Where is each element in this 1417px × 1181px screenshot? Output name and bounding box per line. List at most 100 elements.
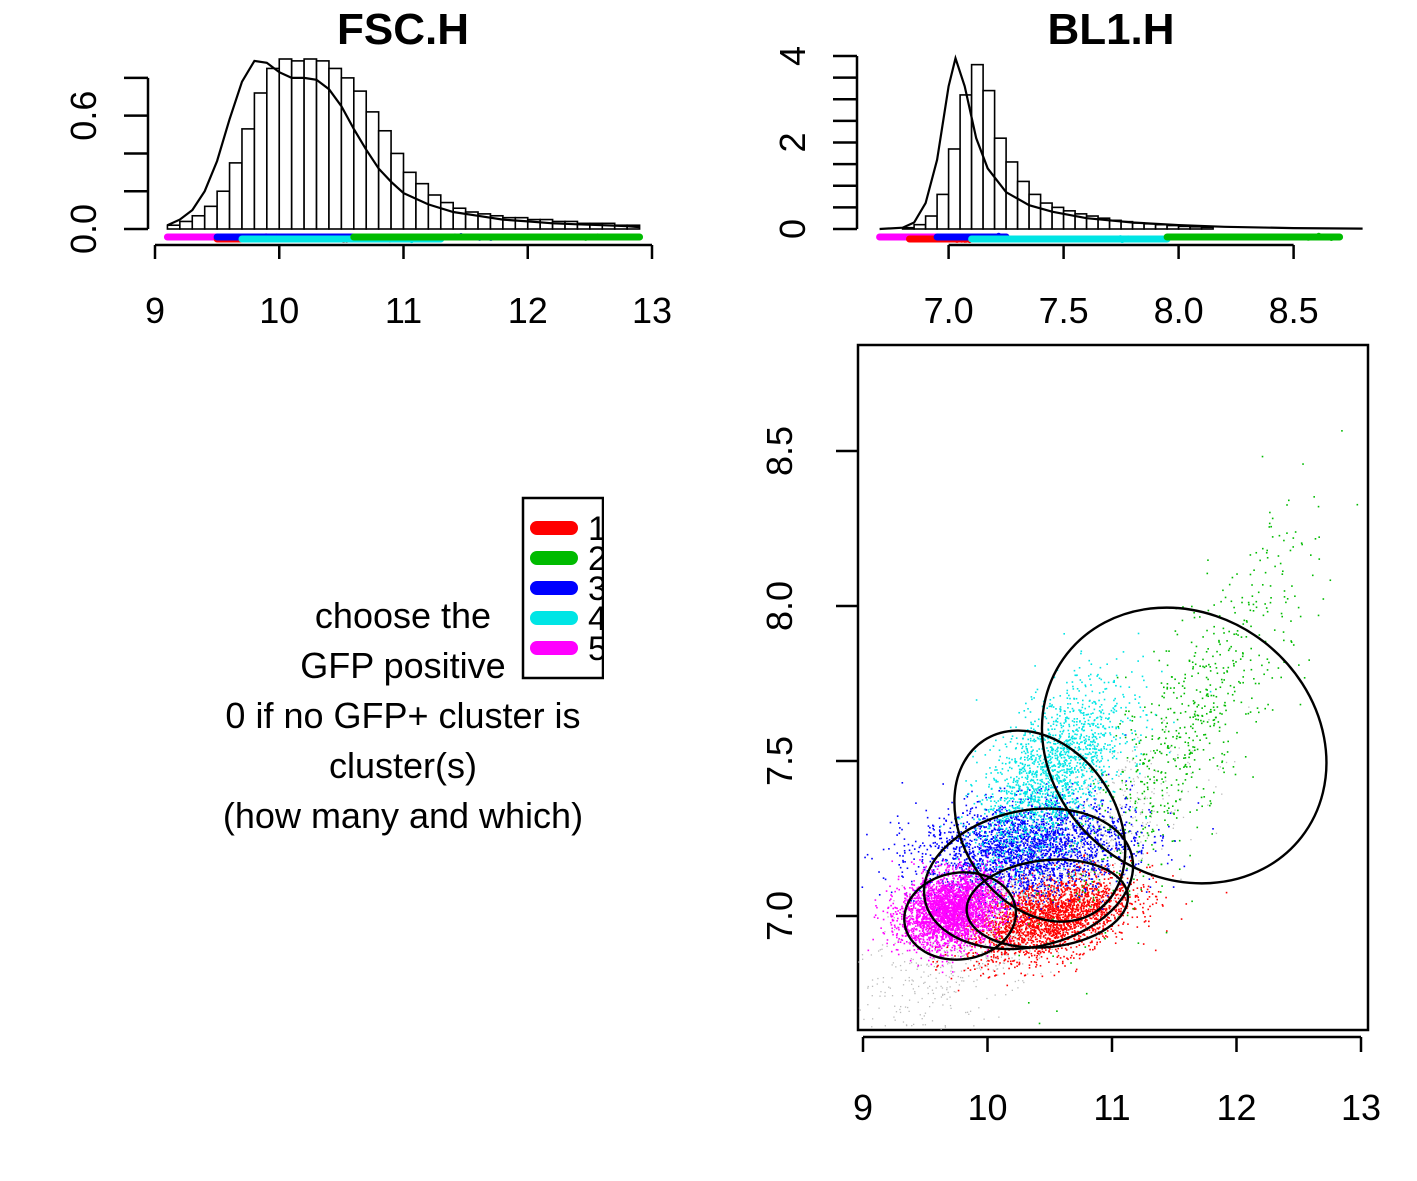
scatter-point bbox=[997, 887, 1000, 889]
scatter-point-1 bbox=[1075, 968, 1078, 971]
scatter-point-1 bbox=[996, 932, 998, 935]
scatter-point-1 bbox=[967, 938, 970, 941]
scatter-point-2 bbox=[1157, 738, 1160, 740]
scatter-point-1 bbox=[1039, 964, 1042, 967]
scatter-point-1 bbox=[1057, 954, 1060, 957]
scatter-point bbox=[877, 950, 880, 952]
scatter-point bbox=[995, 919, 997, 921]
scatter-point-1 bbox=[1037, 934, 1040, 937]
scatter-point-1 bbox=[1065, 883, 1068, 886]
scatter-point-2 bbox=[1196, 826, 1199, 829]
scatter-point-1 bbox=[1030, 886, 1033, 888]
scatter-point bbox=[1016, 882, 1018, 884]
scatter-point-2 bbox=[1142, 828, 1144, 830]
scatter-point-2 bbox=[1175, 737, 1178, 740]
scatter-point-1 bbox=[985, 914, 987, 917]
scatter-point-1 bbox=[1020, 972, 1022, 975]
scatter-point bbox=[1014, 880, 1017, 882]
scatter-point bbox=[1112, 845, 1114, 847]
scatter-point-2 bbox=[1074, 848, 1076, 851]
scatter-point bbox=[1155, 770, 1157, 772]
scatter-point-2 bbox=[1177, 783, 1180, 786]
scatter-point-1 bbox=[1077, 904, 1080, 907]
scatter-point-1 bbox=[1071, 913, 1073, 916]
scatter-point-1 bbox=[1041, 931, 1043, 934]
scatter-point-1 bbox=[1024, 915, 1027, 918]
scatter-point-1 bbox=[1019, 925, 1021, 927]
scatter-point-2 bbox=[1056, 1010, 1058, 1012]
scatter-point bbox=[1035, 925, 1037, 928]
scatter-point bbox=[1010, 870, 1012, 872]
scatter-point-1 bbox=[1061, 909, 1064, 912]
scatter-point-1 bbox=[1067, 868, 1070, 871]
scatter-point bbox=[1136, 802, 1139, 804]
scatter-point bbox=[1012, 907, 1015, 910]
scatter-point-1 bbox=[1069, 928, 1072, 930]
scatter-point bbox=[1067, 841, 1069, 843]
scatter-point-1 bbox=[1090, 917, 1093, 920]
scatter-point-1 bbox=[1009, 912, 1012, 914]
scatter-point-2 bbox=[1145, 736, 1147, 739]
scatter-point-1 bbox=[1025, 934, 1028, 937]
scatter-point-1 bbox=[1070, 898, 1073, 901]
scatter-point bbox=[893, 929, 896, 931]
scatter-point bbox=[1021, 892, 1023, 894]
scatter-point bbox=[994, 994, 996, 996]
scatter-point-1 bbox=[1100, 910, 1103, 913]
scatter-point bbox=[1058, 864, 1060, 866]
scatter-point bbox=[1002, 953, 1004, 955]
scatter-point-1 bbox=[1060, 914, 1063, 916]
scatter-point-1 bbox=[1027, 910, 1030, 913]
scatter-point bbox=[960, 970, 963, 972]
scatter-point bbox=[1133, 784, 1135, 786]
scatter-point-1 bbox=[1054, 924, 1057, 926]
scatter-point bbox=[1019, 893, 1021, 895]
scatter-point-1 bbox=[1157, 890, 1160, 893]
scatter-point-1 bbox=[1068, 904, 1070, 907]
scatter-point bbox=[1079, 835, 1081, 838]
cluster-rug-dot bbox=[1147, 235, 1154, 242]
scatter-point-1 bbox=[1052, 916, 1055, 918]
scatter-point-1 bbox=[1029, 927, 1032, 930]
scatter-point-1 bbox=[1104, 909, 1107, 912]
scatter-point-1 bbox=[1113, 908, 1116, 911]
scatter-point-1 bbox=[1061, 962, 1064, 965]
scatter-point-1 bbox=[1087, 884, 1090, 887]
scatter-point bbox=[947, 961, 950, 964]
scatter-point-1 bbox=[1036, 924, 1038, 927]
scatter-point-2 bbox=[1252, 610, 1255, 612]
scatter-point-2 bbox=[1218, 730, 1221, 732]
scatter-point-1 bbox=[1023, 916, 1025, 919]
scatter-point bbox=[993, 957, 995, 959]
scatter-point-1 bbox=[1052, 895, 1055, 898]
scatter-point-2 bbox=[1125, 784, 1127, 786]
scatter-point bbox=[1139, 811, 1142, 814]
scatter-point-2 bbox=[1266, 610, 1269, 613]
scatter-point-1 bbox=[1083, 887, 1085, 890]
scatter-point bbox=[1190, 838, 1192, 841]
scatter-point bbox=[999, 892, 1001, 894]
scatter-point-1 bbox=[1049, 902, 1052, 905]
scatter-point-1 bbox=[1010, 940, 1013, 942]
scatter-point-1 bbox=[1029, 902, 1032, 904]
scatter-point-1 bbox=[1133, 907, 1136, 909]
scatter-point-1 bbox=[1043, 909, 1045, 912]
scatter-point-1 bbox=[1060, 893, 1063, 896]
scatter-point-2 bbox=[1206, 721, 1209, 723]
scatter-point-2 bbox=[1197, 718, 1200, 721]
scatter-point-1 bbox=[1015, 918, 1018, 921]
scatter-point bbox=[919, 1014, 921, 1016]
scatter-point-1 bbox=[1032, 889, 1035, 892]
scatter-point-1 bbox=[1059, 943, 1062, 945]
scatter-point bbox=[1174, 809, 1176, 811]
scatter-point bbox=[880, 991, 882, 993]
scatter-point-2 bbox=[1192, 739, 1194, 742]
scatter-point-1 bbox=[1058, 924, 1061, 927]
scatter-point bbox=[870, 954, 873, 956]
scatter-point-2 bbox=[1116, 871, 1118, 874]
scatter-point-1 bbox=[1012, 914, 1014, 916]
scatter-point-2 bbox=[1239, 658, 1242, 660]
scatter-point bbox=[912, 915, 915, 918]
scatter-point-1 bbox=[1036, 903, 1038, 906]
scatter-point-1 bbox=[1045, 931, 1048, 933]
